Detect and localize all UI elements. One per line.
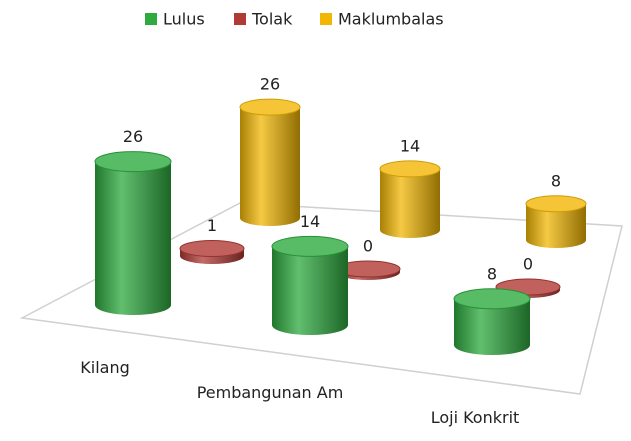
cylinder [453, 288, 531, 355]
cylinder [379, 160, 441, 238]
value-label: 0 [363, 237, 373, 256]
category-label: Loji Konkrit [430, 408, 520, 427]
cylinder-top [453, 288, 531, 310]
value-label: 14 [400, 136, 420, 155]
cylinder [335, 260, 401, 280]
value-label: 8 [551, 171, 561, 190]
category-label: Kilang [80, 358, 130, 377]
cylinder-body [380, 168, 440, 238]
cylinder-top [94, 151, 172, 173]
legend-label: Lulus [163, 10, 205, 29]
value-label: 8 [487, 264, 497, 283]
cylinder [179, 240, 245, 264]
cylinder-top [379, 160, 441, 178]
cylinder-top [525, 195, 587, 213]
cylinder-body [272, 246, 348, 335]
cylinder-top [179, 240, 245, 257]
cylinder-body [454, 298, 530, 355]
cylinder-top [271, 235, 349, 257]
cylinder-top [239, 98, 301, 116]
cylinder [94, 151, 172, 315]
value-label: 1 [207, 216, 217, 235]
cylinder [271, 235, 349, 335]
cylinder [239, 98, 301, 226]
cylinder [525, 195, 587, 248]
legend-label: Tolak [251, 10, 293, 29]
value-label: 26 [260, 75, 280, 94]
value-label: 26 [123, 127, 143, 146]
category-label: Pembangunan Am [196, 383, 344, 402]
legend-swatch [234, 13, 246, 25]
value-label: 14 [300, 212, 320, 231]
cylinder-body [95, 161, 171, 315]
cylinder-body [240, 107, 300, 226]
cylinder-body [526, 203, 586, 248]
legend-label: Maklumbalas [338, 10, 444, 29]
legend-swatch [320, 13, 332, 25]
value-label: 0 [523, 255, 533, 274]
legend-swatch [145, 13, 157, 25]
